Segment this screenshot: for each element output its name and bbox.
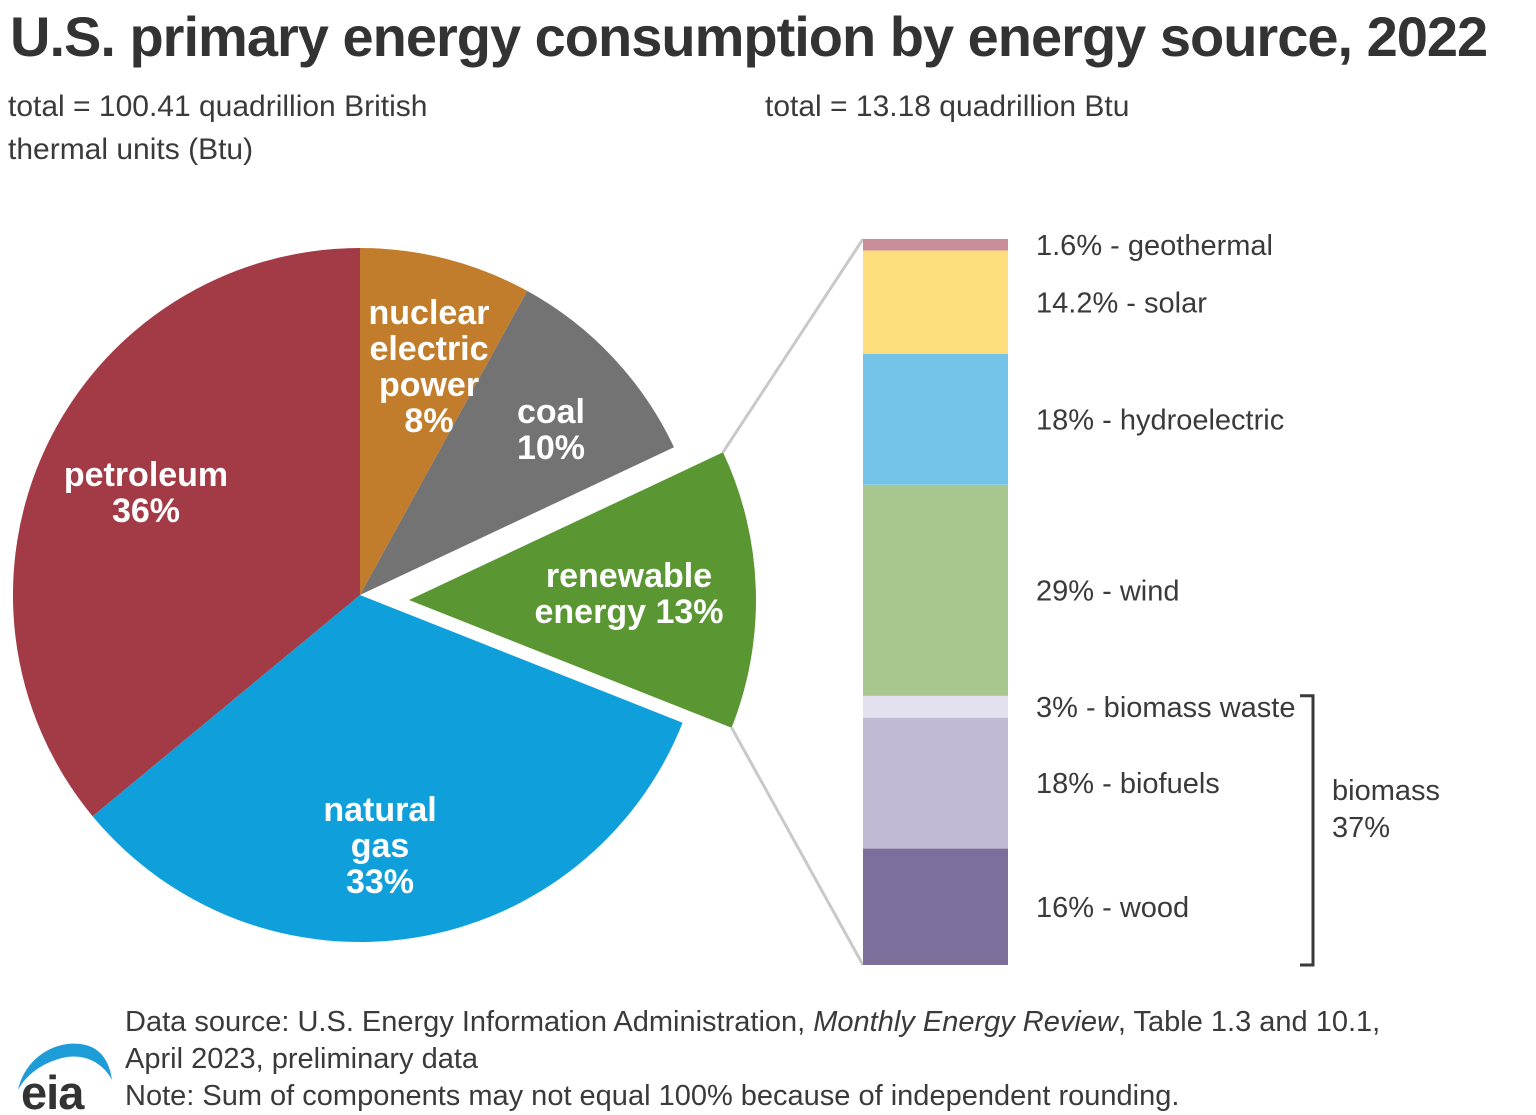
pie-label-nuclear-electric-power: nuclear electric power 8% <box>369 294 490 440</box>
eia-logo: eia <box>18 1043 112 1114</box>
footer-source-prefix: Data source: U.S. Energy Information Adm… <box>125 1006 814 1038</box>
bar-segment-biofuels <box>863 717 1008 849</box>
pie-label-line: petroleum <box>64 456 228 494</box>
page-title: U.S. primary energy consumption by energ… <box>10 5 1488 68</box>
pie-label-line: coal <box>517 393 585 431</box>
pie-slice-coal <box>360 290 674 595</box>
bar-segment-label-wind: 29% - wind <box>1036 575 1179 607</box>
pie-slice-natural-gas <box>92 595 683 942</box>
bar-segment-biomass-waste <box>863 695 1008 718</box>
pie-label-line: gas <box>351 827 410 865</box>
pie-label-line: natural <box>323 791 436 829</box>
pie-label-line: 33% <box>346 863 414 901</box>
bar-segment-hydroelectric <box>863 353 1008 485</box>
footer-source-publication: Monthly Energy Review <box>813 1006 1118 1038</box>
bar-segment-wood <box>863 848 1008 965</box>
bar-segment-label-solar: 14.2% - solar <box>1036 287 1207 319</box>
footer-source: Data source: U.S. Energy Information Adm… <box>125 1004 1536 1078</box>
bar-segment-label-biomass-waste: 3% - biomass waste <box>1036 692 1296 724</box>
pie-label-line: power <box>379 366 479 404</box>
pie-slice-renewable-energy <box>409 452 756 728</box>
bar-segment-label-hydroelectric: 18% - hydroelectric <box>1036 404 1284 436</box>
pie-slice-petroleum <box>12 247 360 817</box>
bar-segment-wind <box>863 484 1008 696</box>
biomass-group-label: biomass 37% <box>1332 775 1440 844</box>
pie-label-line: 36% <box>112 492 180 530</box>
pie-label-line: 8% <box>404 402 453 440</box>
pie-label-renewable-energy: renewable energy 13% <box>535 557 724 631</box>
pie-total-label: total = 100.41 quadrillion British therm… <box>8 90 428 166</box>
footer-source-line2: April 2023, preliminary data <box>125 1043 479 1075</box>
pie-slice-nuclear-electric-power <box>360 247 528 595</box>
pie-label-line: renewable <box>546 557 712 595</box>
biomass-group-label-line: biomass <box>1332 775 1440 807</box>
biomass-group-label-line: 37% <box>1332 812 1390 844</box>
bar-segment-label-biofuels: 18% - biofuels <box>1036 768 1220 800</box>
footer: Data source: U.S. Energy Information Adm… <box>125 1004 1536 1115</box>
bar-segment-label-geothermal: 1.6% - geothermal <box>1036 230 1273 262</box>
pie-label-line: energy 13% <box>535 593 724 631</box>
bar-segment-solar <box>863 250 1008 354</box>
pie-label-line: 10% <box>517 429 585 467</box>
biomass-bracket <box>1300 694 1315 967</box>
bar-segment-label-wood: 16% - wood <box>1036 892 1189 924</box>
bar-segment-geothermal <box>863 239 1008 251</box>
connector-line-top <box>721 238 865 454</box>
pie-label-petroleum: petroleum 36% <box>64 456 228 530</box>
pie-label-coal: coal 10% <box>517 393 585 467</box>
connector-line-bottom <box>730 727 865 966</box>
eia-logo-swoosh-icon <box>18 1043 112 1090</box>
footer-note: Note: Sum of components may not equal 10… <box>125 1080 1180 1112</box>
eia-logo-text: eia <box>21 1066 85 1114</box>
footer-source-suffix: , Table 1.3 and 10.1, <box>1117 1006 1381 1038</box>
bar-total-label: total = 13.18 quadrillion Btu <box>765 90 1130 123</box>
pie-label-line: nuclear <box>369 294 490 332</box>
pie-label-natural-gas: natural gas 33% <box>323 791 436 901</box>
pie-label-line: electric <box>369 330 488 368</box>
